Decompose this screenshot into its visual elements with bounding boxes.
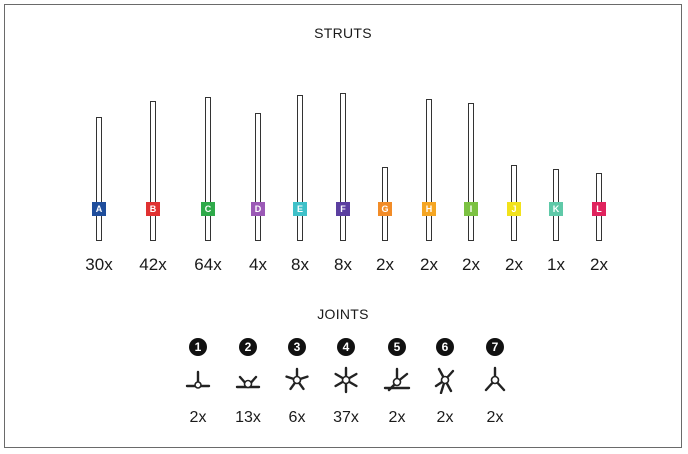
joint-icon-5	[383, 367, 411, 392]
joint-count-1: 2x	[189, 409, 207, 426]
strut-h	[426, 99, 432, 241]
strut-label-f: F	[336, 202, 350, 216]
strut-label-h: H	[422, 202, 436, 216]
strut-label-a: A	[92, 202, 106, 216]
strut-count-f: 8x	[334, 255, 352, 274]
strut-count-b: 42x	[139, 255, 167, 274]
joint-icon-3	[285, 367, 309, 391]
strut-label-b: B	[146, 202, 160, 216]
joint-icon-7	[484, 366, 506, 392]
strut-label-k: K	[549, 202, 563, 216]
joint-number-7: 7	[486, 338, 504, 356]
strut-e	[297, 95, 303, 241]
strut-label-c: C	[201, 202, 215, 216]
joint-icon-4	[334, 366, 358, 394]
strut-a	[96, 117, 102, 241]
joint-number-3: 3	[288, 338, 306, 356]
strut-count-h: 2x	[420, 255, 438, 274]
strut-count-c: 64x	[194, 255, 222, 274]
joint-count-3: 6x	[288, 409, 306, 426]
joint-icon-1	[185, 370, 211, 389]
joint-count-7: 2x	[486, 409, 504, 426]
joint-icon-6	[434, 367, 455, 394]
strut-count-j: 2x	[505, 255, 523, 274]
strut-b	[150, 101, 156, 241]
strut-label-g: G	[378, 202, 392, 216]
strut-count-l: 2x	[590, 255, 608, 274]
strut-label-i: I	[464, 202, 478, 216]
joint-number-4: 4	[337, 338, 355, 356]
strut-count-e: 8x	[291, 255, 309, 274]
strut-label-e: E	[293, 202, 307, 216]
struts-heading: STRUTS	[314, 25, 372, 41]
strut-count-d: 4x	[249, 255, 267, 274]
strut-c	[205, 97, 211, 241]
strut-count-k: 1x	[547, 255, 565, 274]
joint-icon-2	[235, 375, 261, 389]
joint-count-6: 2x	[436, 409, 454, 426]
strut-i	[468, 103, 474, 241]
joint-number-2: 2	[239, 338, 257, 356]
strut-label-j: J	[507, 202, 521, 216]
joint-number-1: 1	[189, 338, 207, 356]
joint-count-2: 13x	[235, 409, 261, 426]
strut-count-g: 2x	[376, 255, 394, 274]
parts-sheet: STRUTS A 30x B 42x C 64x D 4x E 8x F 8x G 2x H 2x I 2x J 2x…	[4, 4, 682, 448]
joint-number-5: 5	[388, 338, 406, 356]
strut-count-a: 30x	[85, 255, 113, 274]
joint-number-6: 6	[436, 338, 454, 356]
joint-count-5: 2x	[388, 409, 406, 426]
strut-count-i: 2x	[462, 255, 480, 274]
strut-d	[255, 113, 261, 241]
strut-label-l: L	[592, 202, 606, 216]
strut-f	[340, 93, 346, 241]
joint-count-4: 37x	[333, 409, 359, 426]
joints-heading: JOINTS	[317, 306, 369, 322]
strut-label-d: D	[251, 202, 265, 216]
